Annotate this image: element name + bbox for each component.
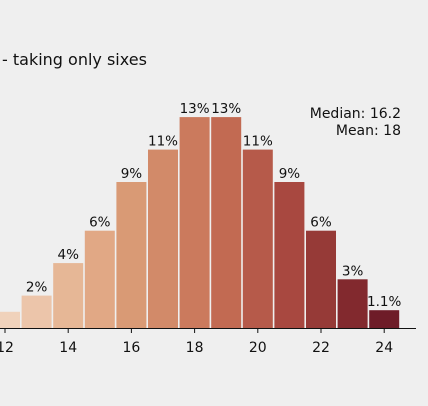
bar-13 — [21, 295, 52, 328]
x-tick-label-20: 20 — [249, 340, 267, 356]
data-label-13: 2% — [26, 280, 48, 296]
bar-20 — [242, 149, 273, 328]
data-label-24: 1.1% — [367, 294, 401, 310]
data-label-23: 3% — [342, 263, 364, 279]
data-label-16: 9% — [121, 166, 143, 182]
bar-14 — [53, 263, 84, 328]
x-tick-label-14: 14 — [59, 340, 77, 356]
bar-21 — [274, 182, 305, 328]
bar-17 — [148, 149, 178, 328]
data-label-20: 11% — [243, 134, 273, 150]
data-label-21: 9% — [279, 166, 301, 182]
x-tick-label-12: 12 — [0, 340, 14, 356]
data-label-22: 6% — [310, 215, 332, 231]
bar-23 — [337, 279, 368, 328]
bar-15 — [84, 230, 115, 328]
x-axis: 12 14 16 18 20 22 24 — [0, 328, 393, 356]
bar-16 — [116, 182, 147, 328]
bar-19 — [211, 117, 242, 328]
x-tick-label-16: 16 — [122, 340, 140, 356]
data-label-18: 13% — [180, 101, 210, 117]
data-labels-group: %2%4%6%9%11%13%13%11%9%6%3%1.1% — [26, 101, 402, 310]
bar-18 — [179, 117, 210, 328]
x-tick-label-22: 22 — [312, 340, 330, 356]
mean-stat: Mean: 18 — [336, 123, 401, 139]
bar-24 — [369, 310, 400, 328]
x-tick-label-24: 24 — [375, 340, 393, 356]
data-label-19: 13% — [211, 101, 241, 117]
bar-22 — [306, 230, 336, 328]
x-tick-label-18: 18 — [186, 340, 204, 356]
bars-group — [0, 117, 400, 328]
data-label-15: 6% — [89, 215, 111, 231]
bar-12 — [0, 311, 20, 328]
median-stat: Median: 16.2 — [310, 106, 401, 122]
chart-title: - taking only sixes — [2, 50, 147, 69]
data-label-17: 11% — [148, 134, 178, 150]
data-label-14: 4% — [57, 247, 79, 263]
